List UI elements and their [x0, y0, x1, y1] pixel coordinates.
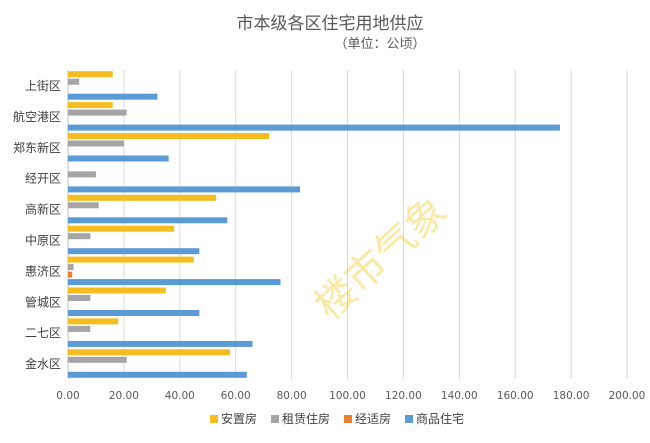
legend-label: 租赁住房	[282, 411, 330, 426]
y-tick-label: 经开区	[25, 172, 61, 186]
x-tick-label: 20.00	[109, 390, 139, 402]
legend-swatch	[405, 415, 413, 423]
bar	[68, 171, 96, 178]
x-tick-label: 140.00	[441, 390, 478, 402]
bar	[68, 325, 91, 332]
legend-swatch	[210, 415, 218, 423]
watermark: 楼市气象	[306, 188, 456, 329]
bar	[68, 194, 217, 201]
legend-swatch	[344, 415, 352, 423]
bar	[68, 279, 281, 286]
y-tick-label: 高新区	[25, 202, 61, 217]
x-tick-label: 40.00	[165, 390, 195, 402]
legend: 安置房 租赁住房 经适房 商品住宅	[210, 411, 464, 426]
bar	[68, 202, 99, 209]
chart-subtitle: （单位：公顷）	[334, 37, 425, 52]
bar	[68, 124, 560, 131]
bar	[68, 271, 73, 278]
bar	[68, 93, 158, 100]
bar	[68, 310, 200, 316]
y-tick-label: 航空港区	[13, 109, 61, 124]
legend-label: 安置房	[221, 411, 257, 426]
legend-label: 商品住宅	[416, 411, 464, 426]
bar	[68, 155, 169, 162]
bar	[68, 102, 113, 109]
x-axis-labels: 0.00 20.00 40.00 60.00 80.00 100.00 120.00 140.…	[56, 390, 645, 402]
bars	[68, 71, 560, 378]
bar	[68, 295, 91, 301]
x-tick-label: 100.00	[329, 390, 366, 402]
bar	[68, 264, 74, 271]
bar	[68, 186, 300, 193]
bar	[68, 140, 124, 147]
x-tick-label: 180.00	[553, 390, 590, 402]
gridlines	[67, 70, 628, 379]
y-tick-label: 上街区	[25, 79, 61, 93]
bar	[68, 133, 270, 139]
y-tick-label: 二七区	[25, 326, 61, 340]
bar	[68, 340, 253, 347]
chart-title: 市本级各区住宅用地供应	[237, 14, 424, 34]
bar	[68, 109, 127, 116]
bar	[68, 287, 166, 294]
bar	[68, 225, 175, 232]
bar	[68, 371, 247, 378]
bar	[68, 356, 127, 363]
x-tick-label: 60.00	[221, 390, 251, 402]
x-tick-label: 160.00	[497, 390, 534, 402]
bar	[68, 78, 80, 85]
x-tick-label: 0.00	[56, 390, 79, 402]
legend-swatch	[271, 415, 279, 423]
y-tick-label: 管城区	[25, 294, 61, 309]
bar	[68, 71, 113, 78]
bar	[68, 349, 231, 356]
legend-label: 经适房	[355, 411, 391, 426]
bar	[68, 233, 91, 240]
y-tick-label: 中原区	[25, 232, 61, 247]
y-tick-label: 金水区	[25, 356, 61, 371]
bar	[68, 217, 228, 224]
x-tick-label: 200.00	[609, 390, 646, 402]
y-tick-label: 惠济区	[25, 263, 61, 278]
bar	[68, 318, 119, 325]
x-tick-label: 80.00	[277, 390, 307, 402]
x-tick-label: 120.00	[385, 390, 422, 402]
bar	[68, 248, 200, 255]
y-tick-label: 郑东新区	[13, 140, 61, 155]
bar	[68, 256, 194, 263]
